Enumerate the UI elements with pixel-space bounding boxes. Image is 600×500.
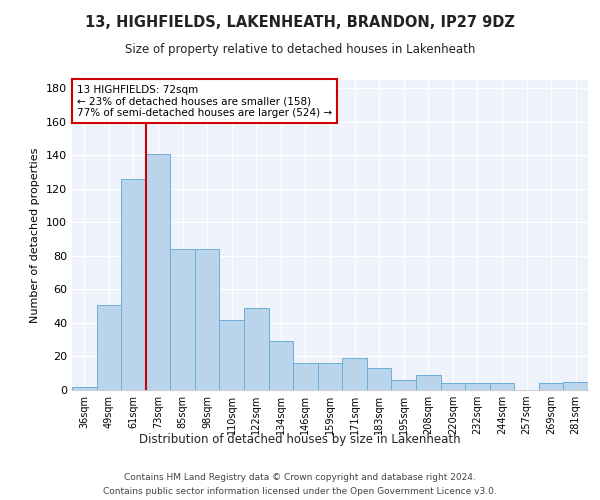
Bar bbox=[391, 380, 416, 390]
Bar bbox=[97, 304, 121, 390]
Bar bbox=[72, 386, 97, 390]
Text: Contains HM Land Registry data © Crown copyright and database right 2024.: Contains HM Land Registry data © Crown c… bbox=[124, 472, 476, 482]
Bar bbox=[220, 320, 244, 390]
Bar bbox=[342, 358, 367, 390]
Bar bbox=[244, 308, 269, 390]
Bar bbox=[269, 342, 293, 390]
Text: Contains public sector information licensed under the Open Government Licence v3: Contains public sector information licen… bbox=[103, 488, 497, 496]
Bar bbox=[465, 384, 490, 390]
Bar bbox=[539, 384, 563, 390]
Y-axis label: Number of detached properties: Number of detached properties bbox=[31, 148, 40, 322]
Bar bbox=[563, 382, 588, 390]
Bar bbox=[490, 384, 514, 390]
Text: 13, HIGHFIELDS, LAKENHEATH, BRANDON, IP27 9DZ: 13, HIGHFIELDS, LAKENHEATH, BRANDON, IP2… bbox=[85, 15, 515, 30]
Text: Size of property relative to detached houses in Lakenheath: Size of property relative to detached ho… bbox=[125, 42, 475, 56]
Text: 13 HIGHFIELDS: 72sqm
← 23% of detached houses are smaller (158)
77% of semi-deta: 13 HIGHFIELDS: 72sqm ← 23% of detached h… bbox=[77, 84, 332, 118]
Bar bbox=[367, 368, 391, 390]
Text: Distribution of detached houses by size in Lakenheath: Distribution of detached houses by size … bbox=[139, 432, 461, 446]
Bar bbox=[416, 375, 440, 390]
Bar bbox=[440, 384, 465, 390]
Bar bbox=[195, 249, 220, 390]
Bar bbox=[146, 154, 170, 390]
Bar bbox=[170, 249, 195, 390]
Bar bbox=[121, 179, 146, 390]
Bar bbox=[318, 363, 342, 390]
Bar bbox=[293, 363, 318, 390]
